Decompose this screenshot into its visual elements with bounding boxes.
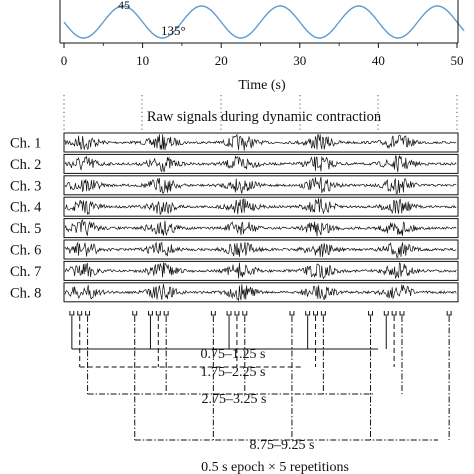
angle-annotation-max: 135°	[161, 23, 186, 38]
x-tick-label: 20	[215, 53, 228, 68]
channel-label: Ch. 4	[10, 200, 42, 216]
x-tick-label: 0	[61, 53, 68, 68]
channel-label: Ch. 6	[10, 243, 41, 259]
epoch-label-4: 8.75–9.25 s	[250, 438, 315, 453]
channel-box	[63, 153, 459, 174]
epoch-marker	[69, 311, 75, 316]
channel-row: Ch. 3	[10, 175, 459, 196]
emg-trace	[64, 176, 457, 194]
epoch-marker	[163, 311, 169, 316]
channel-label: Ch. 5	[10, 221, 41, 237]
epoch-bracket	[87, 316, 403, 395]
emg-trace	[64, 241, 457, 258]
epoch-marker	[226, 311, 232, 316]
epoch-marker	[77, 311, 83, 316]
epoch-label-1: 0.75–1.25 s	[201, 347, 266, 362]
channel-row: Ch. 4	[10, 196, 459, 217]
channel-box	[63, 239, 459, 260]
angle-annotation-min: 45	[118, 0, 130, 12]
epoch-marker	[234, 311, 240, 316]
epoch-marker	[132, 311, 138, 316]
channel-box	[63, 260, 459, 281]
epoch-note: 0.5 s epoch × 5 repetitions	[201, 460, 349, 474]
channel-row: Ch. 7	[10, 260, 459, 281]
channel-label: Ch. 7	[10, 264, 41, 280]
epoch-marker	[320, 311, 326, 316]
epoch-marker	[155, 311, 161, 316]
epoch-marker	[399, 311, 405, 316]
epoch-marker	[391, 311, 397, 316]
channel-row: Ch. 8	[10, 282, 459, 303]
epoch-marker	[210, 311, 216, 316]
epoch-label-2: 1.75–2.25 s	[201, 365, 266, 380]
emg-trace	[64, 219, 457, 237]
channel-row: Ch. 1	[10, 132, 459, 153]
epoch-markers	[69, 311, 452, 316]
epoch-marker	[383, 311, 389, 316]
x-tick-label: 10	[136, 53, 149, 68]
channel-row: Ch. 6	[10, 239, 459, 260]
x-tick-label: 40	[372, 53, 385, 68]
epoch-bracket	[134, 316, 450, 441]
channel-box	[63, 282, 459, 303]
epoch-marker	[85, 311, 91, 316]
emg-trace	[64, 198, 457, 216]
emg-channels: Ch. 1 Ch. 2 Ch. 3 Ch. 4 Ch. 5 Ch. 6 Ch. 7 Ch. 8	[10, 132, 459, 303]
channel-row: Ch. 5	[10, 218, 459, 239]
epoch-marker	[305, 311, 311, 316]
channel-box	[63, 175, 459, 196]
angle-x-axis-label: Time (s)	[238, 78, 286, 93]
epoch-label-3: 2.75–3.25 s	[202, 392, 267, 407]
epoch-marker	[147, 311, 153, 316]
emg-trace	[64, 155, 457, 173]
angle-chart: 0 10 20 30 40 50 Time (s) 135° 45	[59, 0, 465, 93]
channel-label: Ch. 3	[10, 178, 41, 194]
channel-label: Ch. 1	[10, 136, 41, 152]
epoch-marker	[446, 311, 452, 316]
emg-chart: Raw signals during dynamic contraction C…	[10, 95, 459, 474]
epoch-bracket	[71, 316, 387, 350]
channel-label: Ch. 2	[10, 157, 41, 173]
x-tick-label: 50	[451, 53, 464, 68]
epoch-brackets	[71, 316, 450, 441]
channel-box	[63, 196, 459, 217]
epoch-marker	[289, 311, 295, 316]
channel-box	[63, 218, 459, 239]
emg-trace	[64, 284, 457, 302]
emg-title: Raw signals during dynamic contraction	[147, 109, 382, 125]
x-tick-label: 30	[293, 53, 306, 68]
epoch-marker	[368, 311, 374, 316]
channel-label: Ch. 8	[10, 285, 41, 301]
emg-trace	[64, 133, 457, 151]
channel-row: Ch. 2	[10, 153, 459, 174]
epoch-marker	[242, 311, 248, 316]
channel-box	[63, 132, 459, 153]
emg-trace	[64, 262, 457, 280]
epoch-marker	[313, 311, 318, 316]
epoch-bracket	[79, 316, 395, 368]
angle-series-line	[63, 5, 465, 39]
angle-x-ticks: 0 10 20 30 40 50	[61, 43, 464, 68]
